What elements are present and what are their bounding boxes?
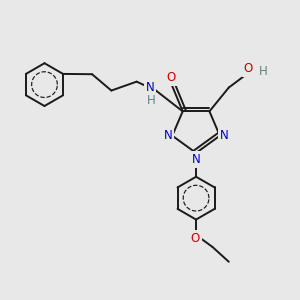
Text: O: O [167, 71, 176, 84]
Text: N: N [192, 153, 200, 166]
Text: H: H [259, 65, 267, 78]
Text: N: N [220, 129, 229, 142]
Text: O: O [191, 232, 200, 245]
Text: O: O [244, 62, 253, 75]
Text: H: H [147, 94, 156, 107]
Text: N: N [146, 81, 154, 94]
Text: N: N [164, 129, 172, 142]
